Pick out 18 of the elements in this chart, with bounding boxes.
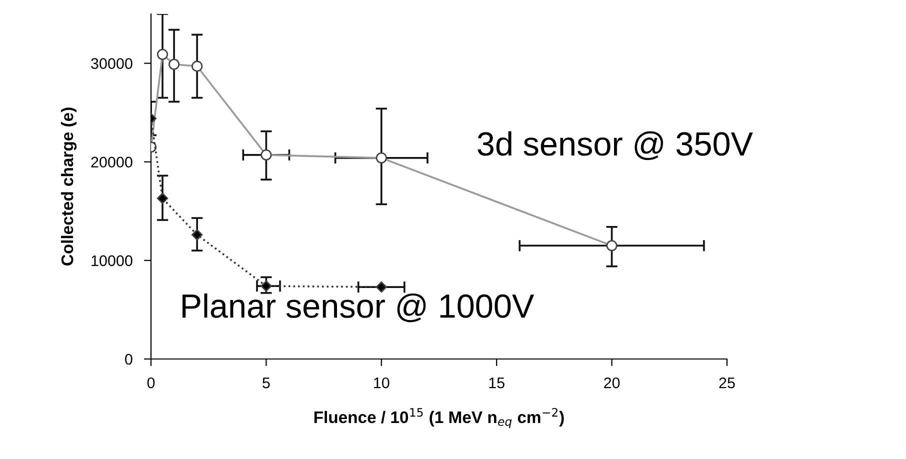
point — [191, 229, 203, 240]
y-tick-label: 30000 — [91, 58, 132, 69]
annotation: Planar sensor @ 1000V — [182, 293, 534, 322]
y-tick-label: 10000 — [92, 255, 132, 266]
point — [156, 192, 168, 204]
x-tick-label: 5 — [262, 378, 270, 388]
x-tick-label: 0 — [147, 377, 155, 388]
point — [260, 280, 272, 292]
x-tick-label: 15 — [489, 378, 504, 388]
y-tick-label: 0 — [125, 354, 132, 365]
x-tick-label: 10 — [374, 377, 390, 388]
annotation: 3d sensor @ 350V — [478, 131, 753, 160]
x-tick-label: 25 — [719, 377, 735, 388]
x-axis-title: Fluence / 10$^{15}$ (1 MeV n$_{eq}$ cm$^{−2}$) — [314, 408, 564, 428]
y-tick-label: 20000 — [91, 156, 132, 168]
y-axis-title: Collected charge (e) — [60, 108, 77, 266]
point — [376, 281, 388, 293]
x-tick-label: 20 — [604, 377, 620, 388]
